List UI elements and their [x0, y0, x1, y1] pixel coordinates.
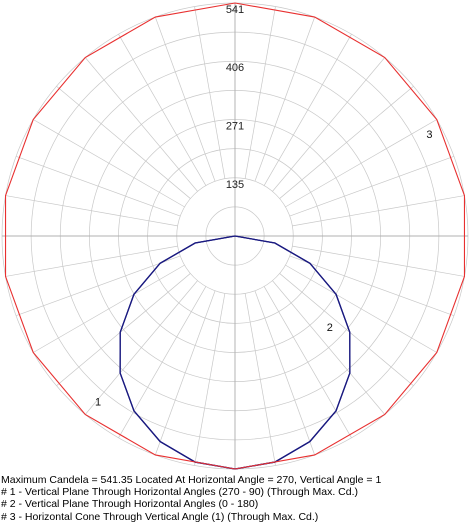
grid-spoke — [33, 264, 185, 353]
grid-spoke — [154, 16, 216, 182]
radial-tick-label: 541 — [226, 4, 244, 16]
grid-spoke — [194, 293, 226, 466]
grid-spoke — [15, 155, 181, 217]
grid-spoke — [254, 290, 316, 456]
grid-spoke — [272, 57, 386, 192]
candela-curves — [4, 2, 466, 470]
grid-spoke — [194, 6, 226, 179]
grid-spoke — [15, 255, 181, 317]
grid-spoke — [279, 273, 414, 387]
grid-spoke — [56, 273, 191, 387]
grid-spoke — [244, 6, 276, 179]
series-2-curve — [119, 235, 351, 470]
legend-line-3: # 3 - Horizontal Cone Through Vertical A… — [1, 510, 319, 523]
grid-spoke — [292, 245, 465, 277]
grid-spoke — [84, 57, 198, 192]
legend-line-2: # 2 - Vertical Plane Through Horizontal … — [1, 498, 259, 511]
grid-spoke — [84, 280, 198, 415]
grid-spoke — [285, 119, 437, 208]
curve-label-1: 1 — [95, 397, 101, 409]
grid-spoke — [33, 119, 185, 208]
grid-spoke — [263, 286, 352, 438]
grid-spoke — [292, 195, 465, 227]
radial-tick-label: 271 — [226, 120, 244, 132]
grid-spoke — [154, 290, 216, 456]
radial-tick-labels: 541 406 271 135 — [226, 4, 244, 191]
legend-line-1: # 1 - Vertical Plane Through Horizontal … — [1, 486, 358, 499]
grid-spoke — [118, 286, 207, 438]
grid-spoke — [289, 155, 455, 217]
grid-spoke — [244, 293, 276, 466]
series-3-curve — [4, 2, 466, 470]
grid-spoke — [118, 34, 207, 186]
grid-spoke — [263, 34, 352, 186]
curve-label-3: 3 — [426, 129, 432, 141]
grid-spoke — [272, 280, 386, 415]
max-candela-line: Maximum Candela = 541.35 Located At Hori… — [1, 474, 382, 486]
grid-spoke — [285, 264, 437, 353]
grid-spoke — [5, 195, 178, 227]
grid-spoke — [254, 16, 316, 182]
polar-candela-plot: 541 406 271 135 1 2 3 — [1, 2, 469, 470]
grid-spoke — [289, 255, 455, 317]
radial-tick-label: 406 — [226, 62, 244, 74]
grid-spoke — [5, 245, 178, 277]
grid-spoke — [279, 85, 414, 199]
curve-label-2: 2 — [327, 322, 333, 334]
grid-spoke — [56, 85, 191, 199]
photometric-info: Maximum Candela = 541.35 Located At Hori… — [1, 474, 469, 523]
radial-tick-label: 135 — [226, 179, 244, 191]
curve-number-labels: 1 2 3 — [95, 129, 433, 409]
